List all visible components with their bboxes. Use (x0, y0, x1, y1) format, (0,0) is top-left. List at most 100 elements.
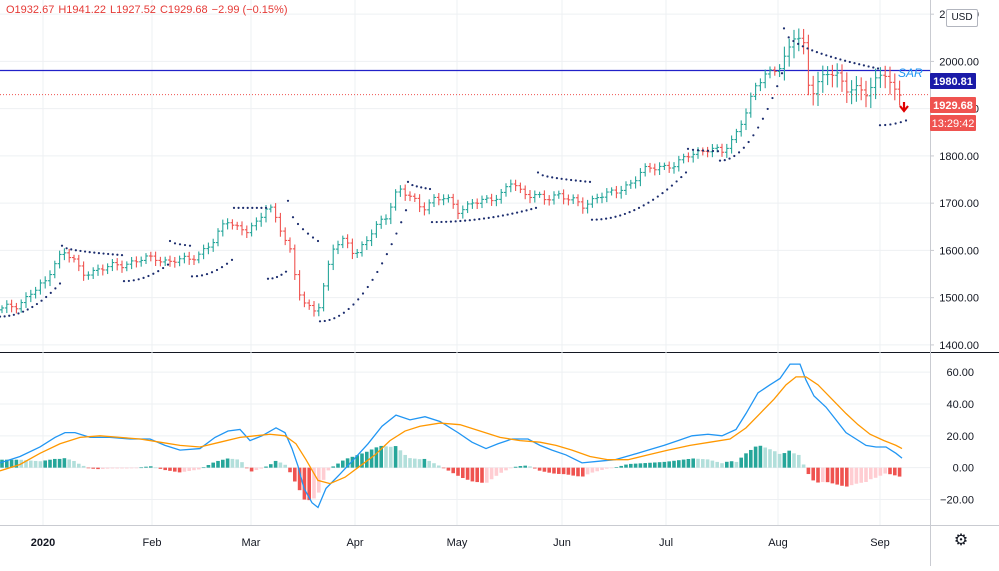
ohlc-bar (86, 271, 91, 280)
ohlc-bar (38, 279, 43, 295)
histogram-bar (667, 461, 671, 468)
ohlc-bar (648, 162, 652, 173)
ohlc-bar (182, 252, 187, 264)
sar-dot (666, 188, 669, 191)
sar-dot (127, 279, 130, 283)
sar-dot (188, 244, 192, 247)
ohlc-bar (364, 236, 369, 250)
ohlc-bar (278, 212, 283, 237)
sar-dot (733, 154, 736, 158)
sar-dot (752, 134, 755, 137)
ohlc-bar (657, 162, 662, 175)
histogram-bar (307, 467, 311, 501)
sar-dot (473, 218, 476, 221)
sar-dot (534, 206, 538, 209)
ohlc-bar (508, 179, 513, 193)
histogram-bar (758, 445, 763, 468)
sar-dot (459, 219, 462, 223)
sar-dot (230, 258, 234, 261)
histogram-bar (710, 460, 715, 468)
gear-icon[interactable]: ⚙ (953, 530, 969, 549)
sar-dot (876, 67, 880, 70)
sar-dot (424, 187, 427, 190)
histogram-bar (355, 455, 359, 468)
ohlc-bar (81, 261, 86, 281)
sar-dot (284, 270, 288, 273)
histogram-bar (749, 449, 753, 468)
sar-dot (3, 315, 6, 318)
histogram-bar (475, 467, 479, 483)
ohlc-bar (33, 286, 38, 299)
sar-dot (200, 274, 204, 277)
histogram-bar (144, 466, 148, 468)
sar-dot (647, 201, 650, 204)
sar-dot (839, 58, 842, 61)
ohlc-bar (268, 204, 273, 213)
ohlc-bar (868, 77, 873, 109)
histogram-bar (662, 461, 667, 468)
ohlc-bar (91, 267, 96, 279)
ohlc-bar (523, 185, 528, 200)
histogram-bar (360, 453, 364, 468)
ohlc-bar (206, 242, 211, 255)
currency-button[interactable]: USD (946, 9, 978, 27)
sar-dot (815, 51, 819, 54)
macd-tick-label: −20.00 (940, 495, 974, 507)
sar-dot (801, 45, 804, 48)
histogram-bar (201, 467, 206, 469)
ohlc-bar (403, 184, 408, 201)
histogram-bar (0, 459, 4, 468)
ohlc-bar (590, 195, 595, 208)
sar-dot (428, 187, 432, 191)
histogram-bar (288, 467, 292, 473)
ohlc-bar (840, 64, 844, 92)
histogram-bar (408, 458, 412, 468)
ohlc-bar (72, 254, 76, 263)
ohlc-bar (768, 66, 772, 79)
sar-dot (120, 254, 124, 257)
histogram-bar (485, 467, 489, 483)
histogram-bar (456, 467, 460, 476)
histogram-bar (336, 463, 340, 468)
sar-dot (74, 249, 77, 252)
histogram-bar (585, 467, 590, 475)
sar-dot (718, 159, 722, 162)
sar-dot (440, 220, 443, 224)
ohlc-bar (777, 64, 782, 78)
x-tick-label: Sep (870, 537, 890, 549)
ohlc-bar (782, 46, 787, 81)
ohlc-bar (144, 253, 148, 265)
sar-dot (280, 273, 283, 276)
ohlc-bar (849, 80, 854, 105)
ohlc-bar (739, 120, 744, 137)
sar-dot (515, 211, 519, 214)
histogram-bar (489, 467, 494, 480)
histogram-bar (801, 464, 806, 468)
histogram-bar (561, 467, 566, 475)
ohlc-bar (619, 185, 624, 199)
ohlc-bar (432, 194, 436, 207)
histogram-bar (720, 463, 724, 468)
ohlc-bar (662, 162, 667, 170)
ohlc-bar (734, 128, 739, 143)
sar-dot (825, 54, 828, 57)
ohlc-bar (667, 161, 672, 173)
ohlc-bar (720, 143, 724, 157)
price-tick-label: 1600.00 (939, 245, 979, 257)
ohlc-bar (638, 168, 643, 187)
ohlc-bar (52, 260, 57, 279)
histogram-bar (110, 467, 115, 469)
ohlc-bar (561, 189, 566, 205)
sar-dot (797, 42, 800, 46)
macd-histogram (0, 445, 902, 501)
histogram-bar (893, 467, 897, 476)
sar-dot (445, 220, 448, 223)
sar-dot (371, 278, 374, 281)
ohlc-bar (556, 190, 561, 199)
sar-dot (867, 65, 870, 68)
sar-dot (848, 60, 851, 64)
ohlc-bar (67, 248, 72, 263)
histogram-bar (470, 467, 475, 482)
